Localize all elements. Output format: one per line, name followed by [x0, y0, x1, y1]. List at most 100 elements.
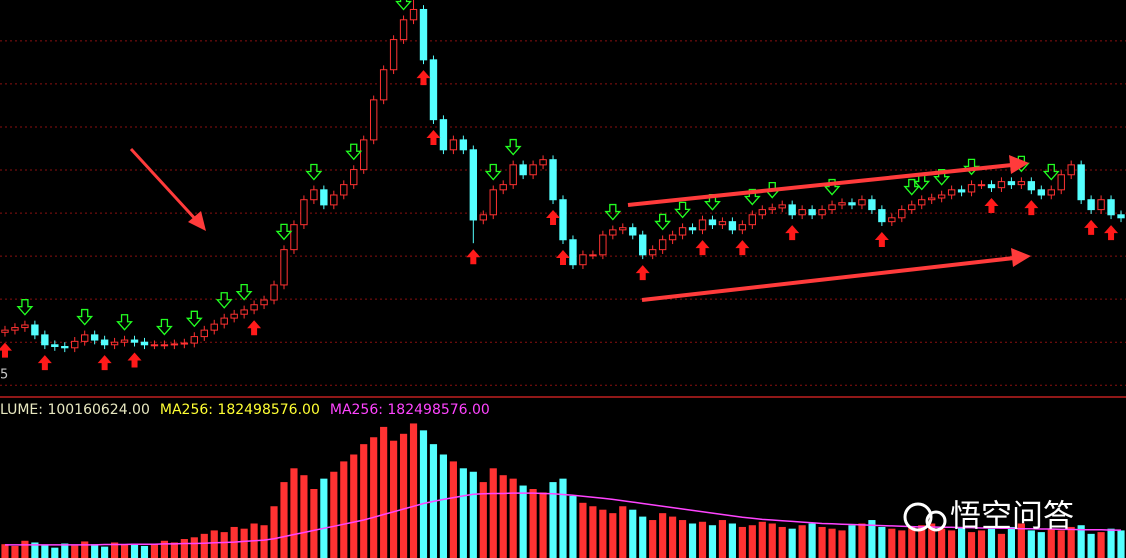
volume-bar — [1007, 526, 1015, 558]
volume-bar — [649, 520, 657, 558]
candle-body — [828, 204, 836, 211]
candle-body — [160, 344, 169, 347]
sell-signal — [903, 178, 921, 196]
candle-body — [589, 254, 597, 257]
candle-body — [340, 184, 348, 196]
volume-bar — [290, 468, 298, 558]
buy-signal — [1024, 200, 1039, 216]
candle-body — [310, 189, 318, 201]
candle-body — [499, 184, 507, 191]
candle-body — [1107, 199, 1115, 216]
volume-bar — [659, 513, 667, 558]
candle-body — [1017, 181, 1026, 186]
candle-body — [539, 159, 547, 166]
candle-body — [509, 164, 517, 186]
sell-signal — [76, 308, 94, 326]
buy-signal — [984, 197, 999, 213]
candle-body — [579, 254, 587, 266]
volume-bar — [160, 540, 169, 558]
axis-edge-label: 5 — [0, 368, 8, 383]
candle-body — [1037, 189, 1045, 196]
volume-bar — [549, 482, 557, 558]
volume-bar — [798, 525, 806, 558]
volume-bar — [967, 532, 976, 558]
volume-bar — [609, 513, 617, 558]
volume-bar — [11, 545, 19, 558]
candle-body — [957, 189, 966, 193]
candle-body — [609, 229, 617, 236]
candle-body — [439, 119, 448, 151]
candle-body — [1027, 181, 1036, 191]
volume-bar — [220, 532, 228, 558]
volume-bars — [1, 423, 1125, 558]
sell-signal — [16, 299, 34, 316]
buy-signal — [546, 210, 561, 226]
buy-signal — [247, 320, 262, 336]
volume-bar — [1087, 533, 1095, 558]
volume-bar — [808, 523, 816, 558]
candle-body — [41, 334, 49, 346]
candle-body — [688, 227, 697, 231]
candle-body — [997, 181, 1006, 189]
volume-bar — [31, 542, 39, 558]
candle-body — [678, 227, 687, 236]
moving-average-line — [5, 492, 1121, 546]
candle-body — [1077, 164, 1085, 201]
volume-bar — [61, 543, 69, 558]
candle-body — [937, 194, 946, 199]
volume-bar — [918, 525, 926, 558]
volume-bar — [21, 540, 29, 558]
candle-body — [170, 343, 179, 346]
sell-signal — [823, 178, 841, 196]
volume-bar — [848, 525, 856, 558]
candle-body — [868, 199, 876, 211]
buy-signal — [97, 355, 112, 371]
volume-bar — [320, 478, 328, 558]
volume-bar — [1, 544, 9, 558]
candle-body — [668, 234, 677, 241]
volume-bar — [758, 521, 766, 558]
volume-bar — [370, 437, 378, 558]
candle-body — [140, 341, 149, 346]
volume-bar — [639, 516, 647, 558]
candle-body — [918, 199, 926, 206]
volume-bar — [130, 543, 139, 558]
volume-bar — [678, 520, 687, 558]
sell-signal — [116, 314, 133, 331]
volume-bar — [1107, 528, 1115, 558]
candle-body — [878, 209, 886, 223]
sell-signal — [275, 223, 293, 241]
volume-bar — [71, 545, 79, 558]
sell-signal — [395, 0, 412, 11]
annotation-arrows — [129, 147, 1031, 302]
buy-signal — [1104, 225, 1119, 241]
annotation-arrow — [641, 256, 1015, 302]
volume-bar — [190, 537, 198, 558]
buy-signal — [466, 249, 481, 265]
volume-bar — [380, 426, 388, 558]
volume-bar — [509, 478, 517, 558]
candle-body — [559, 199, 567, 241]
volume-bar — [340, 461, 348, 558]
buy-signal — [874, 231, 889, 247]
candle-body — [280, 249, 288, 286]
candle-body — [300, 199, 308, 226]
candle-body — [290, 224, 298, 251]
candle-body — [788, 204, 796, 216]
candle-body — [81, 334, 89, 342]
candle-body — [459, 139, 468, 151]
candle-body — [369, 99, 378, 141]
sell-signal — [674, 201, 692, 219]
candle-body — [100, 339, 109, 346]
volume-legend: LUME: 100160624.00 MA256: 182498576.00 MA2… — [0, 402, 490, 418]
volume-bar — [310, 489, 318, 558]
volume-bar — [170, 542, 178, 558]
sell-signal — [963, 158, 980, 176]
candle-body — [1047, 189, 1055, 196]
candle-body — [61, 346, 69, 349]
sell-signal — [155, 318, 173, 336]
candle-body — [360, 139, 368, 171]
volume-bar — [200, 533, 208, 558]
buy-signal — [735, 240, 750, 256]
